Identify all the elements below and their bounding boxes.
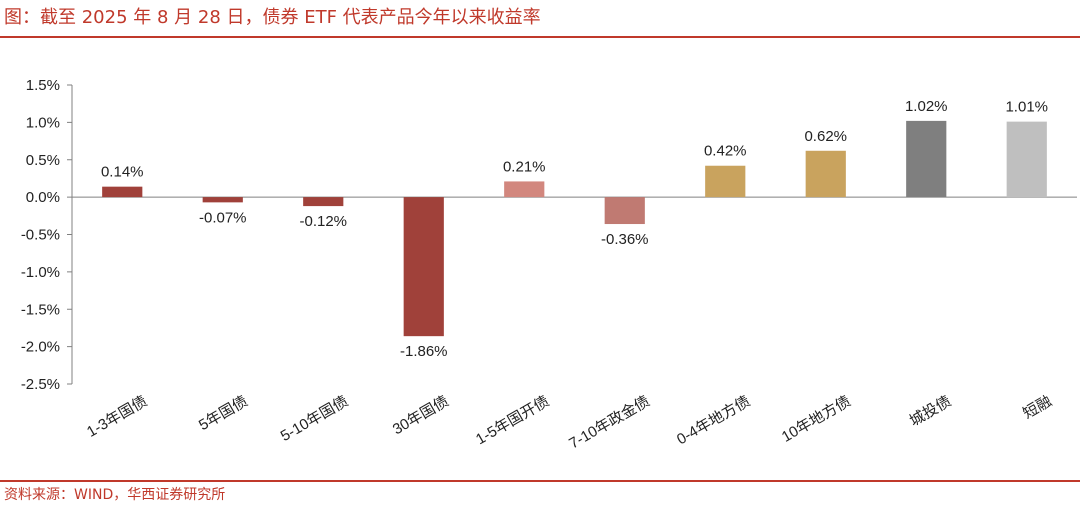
y-tick-label: -2.0% [21, 339, 60, 356]
bar-5 [504, 181, 545, 198]
x-tick-label-4: 30年国债 [390, 393, 452, 439]
data-label-1: 0.14% [101, 164, 144, 181]
bar-10 [1006, 121, 1047, 198]
y-tick-label: -0.5% [21, 227, 60, 244]
x-tick-label-7: 0-4年地方债 [674, 393, 753, 449]
x-tick-label-3: 5-10年国债 [278, 393, 351, 445]
y-tick-label: 1.5% [26, 77, 60, 94]
footer-divider [0, 480, 1080, 482]
bar-4 [403, 197, 444, 337]
x-tick-label-8: 10年地方债 [779, 393, 854, 446]
data-label-8: 0.62% [804, 128, 847, 145]
x-tick-label-10: 短融 [1020, 393, 1054, 423]
bar-9 [906, 120, 947, 198]
x-tick-label-2: 5年国债 [196, 393, 251, 434]
y-tick-label: 1.0% [26, 114, 60, 131]
data-labels: 0.14% -0.07% -0.12% -1.86% 0.21% -0.36% 0.42% 0… [101, 98, 1048, 360]
x-tick-label-5: 1-5年国开债 [473, 393, 552, 449]
data-label-2: -0.07% [199, 209, 247, 226]
data-label-7: 0.42% [704, 143, 747, 160]
bar-6 [604, 197, 645, 225]
title-divider [0, 36, 1080, 38]
bar-1 [102, 186, 143, 198]
data-label-5: 0.21% [503, 158, 546, 175]
data-label-4: -1.86% [400, 343, 448, 360]
x-tick-label-9: 城投债 [907, 393, 954, 430]
x-tick-label-6: 7-10年政金债 [566, 393, 652, 453]
y-tick-label: -1.0% [21, 264, 60, 281]
data-label-10: 1.01% [1005, 99, 1048, 116]
x-tick-label-1: 1-3年国债 [84, 393, 150, 441]
bar-chart: 1.5% 1.0% 0.5% 0.0% -0.5% -1.0% -1.5% -2.0% -2.5… [21, 77, 1077, 453]
y-tick-label: 0.0% [26, 189, 60, 206]
data-label-6: -0.36% [601, 231, 649, 248]
page-title: 图：截至 2025 年 8 月 28 日，债券 ETF 代表产品今年以来收益率 [4, 7, 541, 28]
y-axis: 1.5% 1.0% 0.5% 0.0% -0.5% -1.0% -1.5% -2.0% -2.5… [21, 77, 1077, 393]
y-tick-label: 0.5% [26, 152, 60, 169]
bars [102, 120, 1047, 337]
data-label-3: -0.12% [299, 213, 347, 230]
y-tick-label: -1.5% [21, 301, 60, 318]
y-tick-label: -2.5% [21, 376, 60, 393]
bar-8 [805, 150, 846, 198]
bar-7 [705, 165, 746, 198]
bar-2 [202, 197, 243, 203]
data-label-9: 1.02% [905, 98, 948, 115]
x-axis: 1-3年国债 5年国债 5-10年国债 30年国债 1-5年国开债 7-10年政金债 0-4… [84, 393, 1055, 453]
source-note: 资料来源：WIND，华西证券研究所 [4, 487, 226, 503]
bar-3 [303, 197, 344, 207]
